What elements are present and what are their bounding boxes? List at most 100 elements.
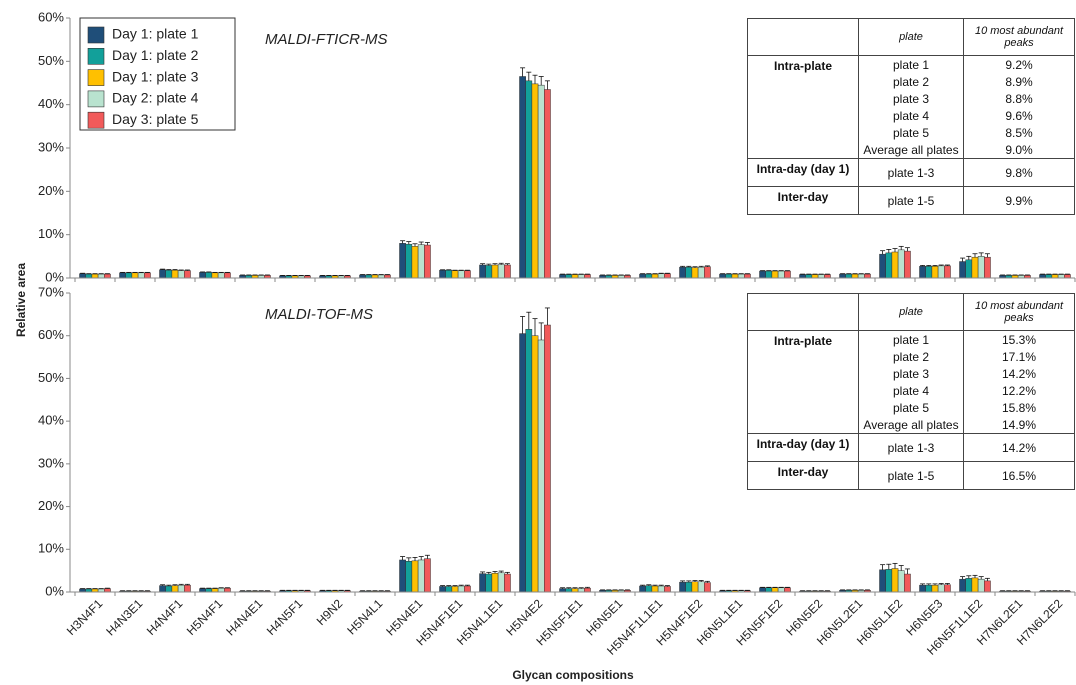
bar (479, 264, 486, 279)
error-bar (886, 563, 892, 570)
error-bar (406, 241, 412, 245)
table-row: Average all plates 14.9% (748, 416, 1075, 434)
bar (817, 274, 825, 279)
error-bar (938, 583, 944, 585)
bar (537, 84, 545, 279)
bar (217, 272, 225, 279)
bar (199, 272, 206, 279)
error-bar (686, 580, 692, 583)
bar (685, 266, 693, 279)
bar (784, 587, 791, 593)
bar (971, 577, 979, 593)
table-row: Inter-day plate 1-5 9.9% (747, 186, 1075, 215)
table-cell: 12.2% (963, 382, 1075, 399)
error-bar (446, 585, 452, 587)
table-cell: plate 1-3 (858, 158, 964, 187)
x-tick-label: H4N5F1 (264, 596, 306, 638)
bar (504, 264, 511, 279)
y-tick-label: 60% (38, 327, 64, 342)
bar (931, 584, 939, 593)
bar (445, 269, 453, 279)
bar (565, 588, 573, 593)
error-bar (566, 587, 572, 589)
bar (184, 584, 191, 593)
error-bar (504, 571, 510, 575)
bar (759, 587, 766, 593)
error-bar (978, 252, 984, 257)
legend-box (79, 17, 236, 131)
x-tick-label: H4N4F1 (144, 596, 186, 638)
error-bar (486, 571, 492, 575)
table-cell: plate 5 (858, 124, 964, 141)
bar (457, 585, 465, 593)
error-bar (166, 269, 172, 271)
error-bar (898, 245, 904, 250)
table-cell: 9.8% (963, 158, 1075, 187)
annotation: MALDI-FTICR-MS (265, 31, 388, 48)
y-tick-label: 50% (38, 53, 64, 68)
header-row: plate 10 most abundant peaks (747, 293, 1075, 331)
bar (171, 585, 179, 593)
error-bar (652, 584, 658, 587)
error-bar (452, 585, 458, 587)
error-bar (692, 266, 698, 268)
bar (497, 572, 505, 593)
bar (691, 267, 699, 279)
error-bar (960, 576, 966, 580)
bar (937, 265, 945, 279)
error-bar (938, 264, 944, 266)
legend-label: Day 1: plate 1 (112, 26, 199, 42)
table-row: plate 5 15.8% (748, 399, 1075, 416)
bar (485, 265, 493, 279)
bar (464, 585, 471, 593)
bar (497, 264, 505, 279)
table-cell: 9.6% (963, 107, 1075, 124)
error-bar (424, 554, 430, 559)
error-bar (520, 316, 526, 334)
bar (645, 273, 653, 279)
error-bar (904, 247, 910, 252)
y-tick-label: 40% (38, 413, 64, 428)
error-bar (544, 307, 550, 326)
table-row: plate 3 8.8% (748, 90, 1075, 107)
table-row: Intra-plate plate 1 9.2% (747, 55, 1075, 159)
y-tick-label: 20% (38, 183, 64, 198)
table-row: Inter-day plate 1-5 16.5% (747, 461, 1075, 490)
error-bar (526, 71, 532, 81)
error-bar (692, 580, 698, 582)
table-cell: 9.9% (963, 186, 1075, 215)
table-row: plate 2 17.1% (748, 348, 1075, 365)
error-bar (400, 556, 406, 560)
error-bar (480, 571, 486, 574)
bar (765, 587, 773, 593)
x-tick-label: H9N2 (314, 596, 346, 628)
error-bar (984, 253, 990, 258)
error-bar (184, 583, 190, 586)
bar (224, 587, 231, 593)
header-row: plate 10 most abundant peaks (747, 18, 1075, 56)
error-bar (926, 265, 932, 267)
bar (544, 89, 551, 279)
table-row: plate 2 8.9% (748, 73, 1075, 90)
error-bar (412, 557, 418, 561)
bar (211, 588, 219, 593)
bar (697, 581, 705, 593)
error-bar (526, 311, 532, 330)
error-bar (640, 584, 646, 587)
header-cell: plate (858, 18, 964, 56)
bar (1051, 274, 1059, 279)
error-bar (424, 242, 430, 246)
table-cell: plate 5 (858, 399, 964, 416)
error-bar (680, 265, 686, 268)
error-bar (480, 263, 486, 265)
error-bar (532, 318, 538, 336)
error-bar (926, 583, 932, 586)
error-bar (492, 263, 498, 265)
bar (891, 568, 899, 593)
bar (424, 244, 431, 279)
bar (897, 249, 905, 279)
error-bar (960, 257, 966, 262)
error-bar (400, 240, 406, 244)
table-row: plate 4 12.2% (748, 382, 1075, 399)
bar (839, 273, 846, 279)
